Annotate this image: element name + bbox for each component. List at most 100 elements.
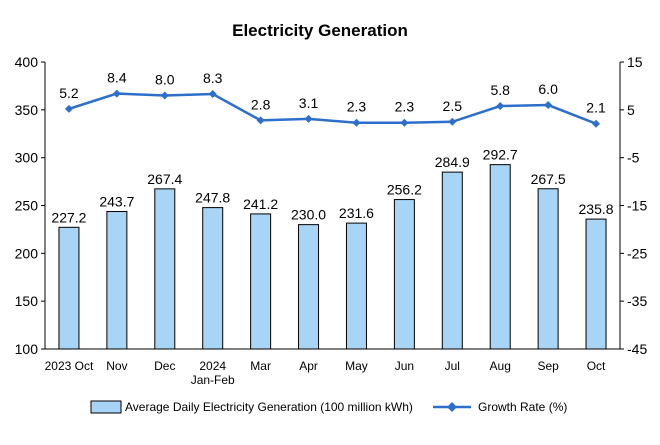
x-tick-label-line: Dec: [154, 359, 175, 373]
line-value-label: 8.3: [203, 70, 223, 86]
line-point: [400, 118, 409, 127]
line-value-label: 5.2: [59, 85, 79, 101]
y-left-tick-label: 150: [15, 293, 39, 309]
x-tick-label: 2023 Oct: [45, 359, 94, 373]
line-value-label: 2.1: [586, 100, 606, 116]
y-left-tick-label: 100: [15, 341, 39, 357]
y-left-tick-label: 300: [15, 150, 39, 166]
line-point: [256, 116, 265, 125]
axes-group: 100 150 200 250 300 350 400 -45 -35 -25 -15 -5 5 15: [15, 54, 648, 357]
x-tick-label: Dec: [154, 359, 175, 373]
bar-value-label: 227.2: [51, 209, 86, 225]
bar-value-label: 267.4: [147, 171, 182, 187]
y-left-tick-label: 400: [15, 54, 39, 70]
bar: [106, 211, 128, 350]
bar-value-label: 235.8: [579, 201, 614, 217]
x-tick-label-line: Aug: [490, 359, 511, 373]
line-value-label: 2.5: [443, 98, 463, 114]
line-point: [304, 114, 313, 123]
bar-value-label: 284.9: [435, 154, 470, 170]
y-right-tick-label: -45: [627, 341, 647, 357]
y-left-tick-label: 250: [15, 198, 39, 214]
line-point: [544, 101, 553, 110]
x-tick-label-line: May: [345, 359, 368, 373]
line-value-label: 2.8: [251, 96, 271, 112]
legend-line-marker: [447, 402, 457, 412]
bar-value-label: 243.7: [99, 194, 134, 210]
x-tick-label: Sep: [537, 359, 559, 373]
x-tick-label-line: Nov: [106, 359, 127, 373]
line-value-label: 6.0: [538, 81, 558, 97]
x-axis-ticks: 2023 Oct Nov Dec 2024 Jan-Feb Mar Apr May Jun Jul…: [45, 359, 606, 387]
x-tick-label-line: Sep: [537, 359, 559, 373]
line-value-label: 3.1: [299, 95, 319, 111]
y-left-tick-label: 350: [15, 102, 39, 118]
x-tick-label: May: [345, 359, 368, 373]
x-tick-label-line: Mar: [250, 359, 271, 373]
line-point: [448, 117, 457, 126]
line-value-label: 2.3: [395, 99, 415, 115]
line-point: [112, 89, 121, 98]
bar-value-label: 241.2: [243, 196, 278, 212]
bar-value-label: 256.2: [387, 182, 422, 198]
bar: [154, 188, 176, 350]
line-point: [592, 119, 601, 128]
x-tick-label-line: 2024: [199, 359, 226, 373]
line-value-label: 8.4: [107, 70, 127, 86]
x-tick-label: Jul: [445, 359, 460, 373]
bar: [298, 224, 320, 350]
line-point: [64, 104, 73, 113]
x-tick-label: Jun: [395, 359, 414, 373]
x-tick-label-line: Jan-Feb: [191, 373, 235, 387]
y-right-tick-label: -5: [627, 150, 640, 166]
bar: [441, 171, 463, 350]
bars-group: 227.2 243.7 267.4 247.8 241.2 230.0 231.6 256.2…: [51, 147, 614, 350]
bar: [202, 207, 224, 350]
line-group: 5.2 8.4 8.0 8.3 2.8 3.1 2.3 2.3 2.5 5.8 6.0 2.1: [59, 70, 606, 128]
line-point: [352, 118, 361, 127]
x-tick-label-line: Jul: [445, 359, 460, 373]
x-tick-label: Aug: [490, 359, 511, 373]
legend-line-label: Growth Rate (%): [478, 400, 567, 414]
bar: [585, 218, 607, 350]
bar: [393, 199, 415, 350]
x-tick-label-line: Apr: [299, 359, 318, 373]
x-tick-label-line: 2023 Oct: [45, 359, 94, 373]
growth-rate-line: [68, 92, 597, 125]
bar: [58, 226, 80, 350]
line-value-label: 8.0: [155, 71, 175, 87]
x-tick-label: Oct: [587, 359, 606, 373]
bar-value-label: 247.8: [195, 190, 230, 206]
bar-value-label: 267.5: [531, 171, 566, 187]
bar-value-label: 292.7: [483, 147, 518, 163]
bar-value-label: 231.6: [339, 205, 374, 221]
line-value-label: 5.8: [490, 82, 510, 98]
x-tick-label: Apr: [299, 359, 318, 373]
x-tick-label: 2024 Jan-Feb: [191, 359, 235, 387]
line-point: [160, 91, 169, 100]
y-right-tick-label: -35: [627, 293, 647, 309]
x-tick-label: Mar: [250, 359, 271, 373]
line-point: [496, 102, 505, 111]
line-value-label: 2.3: [347, 99, 367, 115]
bar: [345, 222, 367, 350]
x-tick-label: Nov: [106, 359, 127, 373]
y-right-tick-label: -15: [627, 198, 647, 214]
bar: [537, 188, 559, 350]
legend: Average Daily Electricity Generation (10…: [90, 400, 567, 414]
bar: [250, 213, 272, 350]
y-right-tick-label: 15: [627, 54, 643, 70]
chart-title: Electricity Generation: [232, 21, 408, 40]
legend-bar-swatch: [90, 400, 122, 414]
y-right-tick-label: 5: [627, 102, 635, 118]
x-tick-label-line: Oct: [587, 359, 606, 373]
bar-value-label: 230.0: [291, 207, 326, 223]
line-point: [208, 90, 217, 99]
x-tick-label-line: Jun: [395, 359, 414, 373]
y-right-tick-label: -25: [627, 245, 647, 261]
legend-bar-label: Average Daily Electricity Generation (10…: [125, 400, 413, 414]
bar: [489, 164, 511, 350]
y-left-tick-label: 200: [15, 245, 39, 261]
